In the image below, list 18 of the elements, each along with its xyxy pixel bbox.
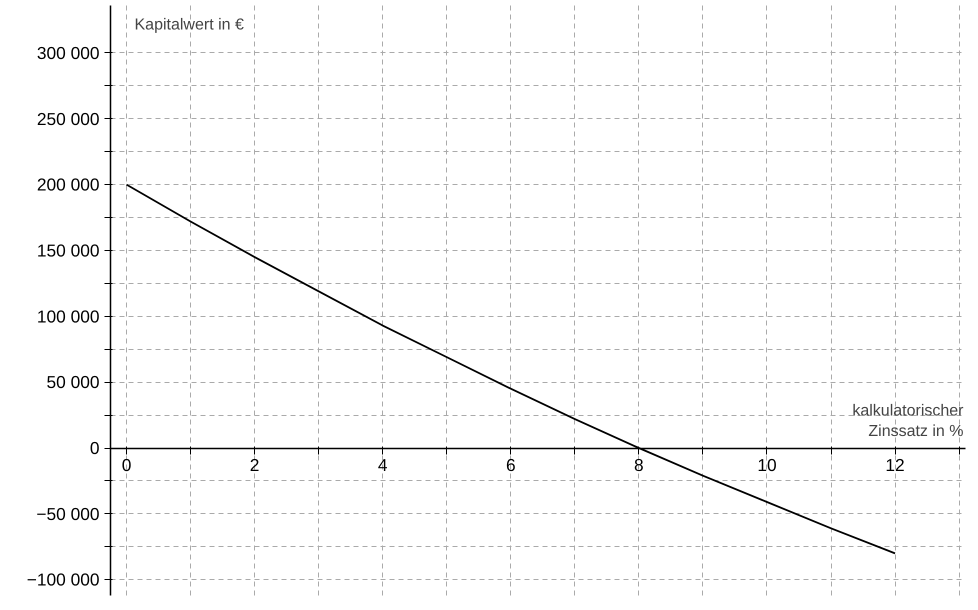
y-tick-label: 0	[90, 438, 100, 458]
y-tick-label: 300 000	[36, 42, 100, 63]
y-tick-label: 100 000	[36, 306, 100, 326]
y-tick-label: 250 000	[36, 108, 100, 129]
y-tick-label: −50 000	[36, 504, 100, 524]
x-tick-label: 0	[122, 455, 132, 475]
x-tick-label: 2	[250, 455, 260, 475]
y-tick-label: 200 000	[36, 174, 100, 195]
y-axis-title: Kapitalwert in €	[134, 16, 244, 34]
y-tick-label: 150 000	[36, 240, 100, 260]
y-tick-label: −100 000	[26, 570, 100, 590]
x-axis-title: kalkulatorischer Zinssatz in %	[852, 402, 964, 440]
x-tick-label: 10	[757, 455, 777, 475]
x-tick-label: 6	[506, 455, 516, 475]
y-tick-label: 50 000	[46, 372, 100, 392]
x-tick-label: 8	[634, 455, 644, 475]
x-tick-label: 4	[378, 455, 388, 475]
x-tick-label: 12	[885, 455, 905, 475]
